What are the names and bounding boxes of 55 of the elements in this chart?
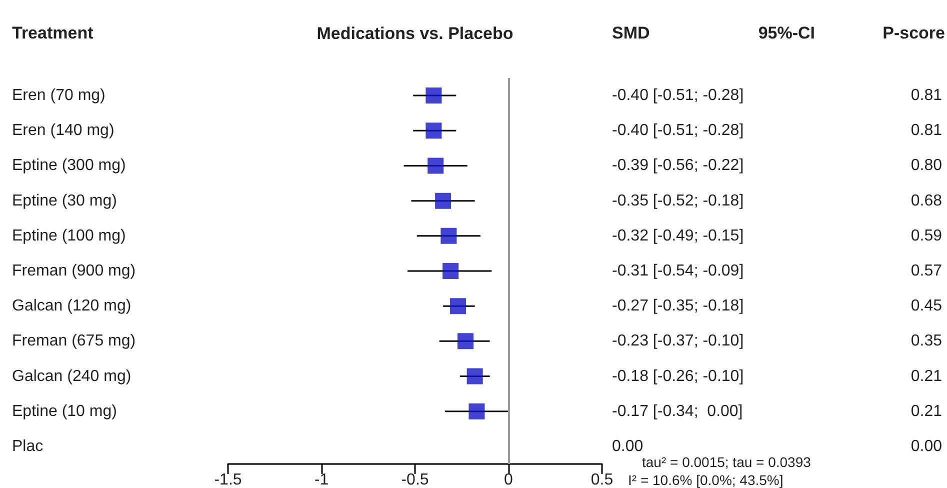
chart-title: Medications vs. Placebo — [316, 24, 514, 43]
point — [440, 228, 457, 244]
point — [442, 263, 459, 279]
x-tick-label: -1 — [314, 472, 329, 488]
text: 0.35 — [910, 332, 942, 350]
x-tick-label: -0.5 — [401, 472, 429, 488]
y-tick-label: Eptine (30 mg) — [12, 192, 117, 210]
point — [426, 88, 442, 104]
y-tick-label: Eptine (300 mg) — [12, 157, 126, 174]
point — [426, 122, 442, 139]
data-label: -0.40 [-0.51; -0.28] — [612, 122, 744, 140]
y-tick-label: Galcan (240 mg) — [12, 368, 132, 385]
text: 95%-CI — [758, 24, 815, 42]
y-tick-label: Eptine (100 mg) — [12, 227, 126, 244]
point — [428, 158, 444, 174]
text: 0.00 — [910, 438, 942, 455]
y-tick-label: Galcan (120 mg) — [12, 298, 132, 315]
text: 0.59 — [910, 227, 942, 244]
x-tick-label: -1.5 — [214, 472, 242, 488]
y-tick-label: Eren (70 mg) — [12, 87, 106, 104]
data-label: -0.17 [-0.34; 0.00] — [612, 402, 743, 420]
data-label: -0.35 [-0.52; -0.18] — [612, 192, 744, 210]
data-label: -0.39 [-0.56; -0.22] — [612, 157, 744, 174]
text: 0.81 — [910, 87, 942, 104]
point — [466, 368, 483, 384]
text: 0.81 — [910, 122, 942, 140]
y-tick-label: Eptine (10 mg) — [12, 402, 117, 420]
x-tick-label: 0 — [504, 472, 514, 488]
text: 0.45 — [910, 298, 942, 315]
x-tick-label: 0.5 — [590, 472, 614, 488]
text: 0.57 — [910, 262, 942, 280]
data-label: -0.23 [-0.37; -0.10] — [612, 332, 744, 350]
data-label: -0.40 [-0.51; -0.28] — [612, 87, 744, 104]
point — [457, 333, 474, 350]
text: 0.80 — [910, 157, 942, 174]
data-label: -0.27 [-0.35; -0.18] — [612, 298, 744, 315]
point — [435, 192, 452, 209]
y-axis-title: Treatment — [12, 24, 94, 42]
text: I² = 10.6% [0.0%; 43.5%] — [628, 472, 784, 488]
data-label: -0.18 [-0.26; -0.10] — [612, 368, 744, 385]
text: SMD — [612, 24, 650, 42]
text: 0.00 — [612, 438, 644, 455]
point — [468, 403, 485, 420]
text: tau² = 0.0015; tau = 0.0393 — [642, 454, 812, 470]
text: 0.21 — [910, 402, 942, 420]
data-label: -0.32 [-0.49; -0.15] — [612, 227, 744, 244]
y-tick-label: Eren (140 mg) — [12, 122, 114, 140]
y-tick-label: Freman (675 mg) — [12, 332, 136, 350]
point — [450, 298, 466, 314]
y-tick-label: Plac — [12, 438, 44, 455]
data-label: -0.31 [-0.54; -0.09] — [612, 262, 744, 280]
text: 0.21 — [910, 368, 942, 385]
text: 0.68 — [910, 192, 942, 210]
y-tick-label: Freman (900 mg) — [12, 262, 136, 280]
text: P-score — [882, 24, 945, 42]
